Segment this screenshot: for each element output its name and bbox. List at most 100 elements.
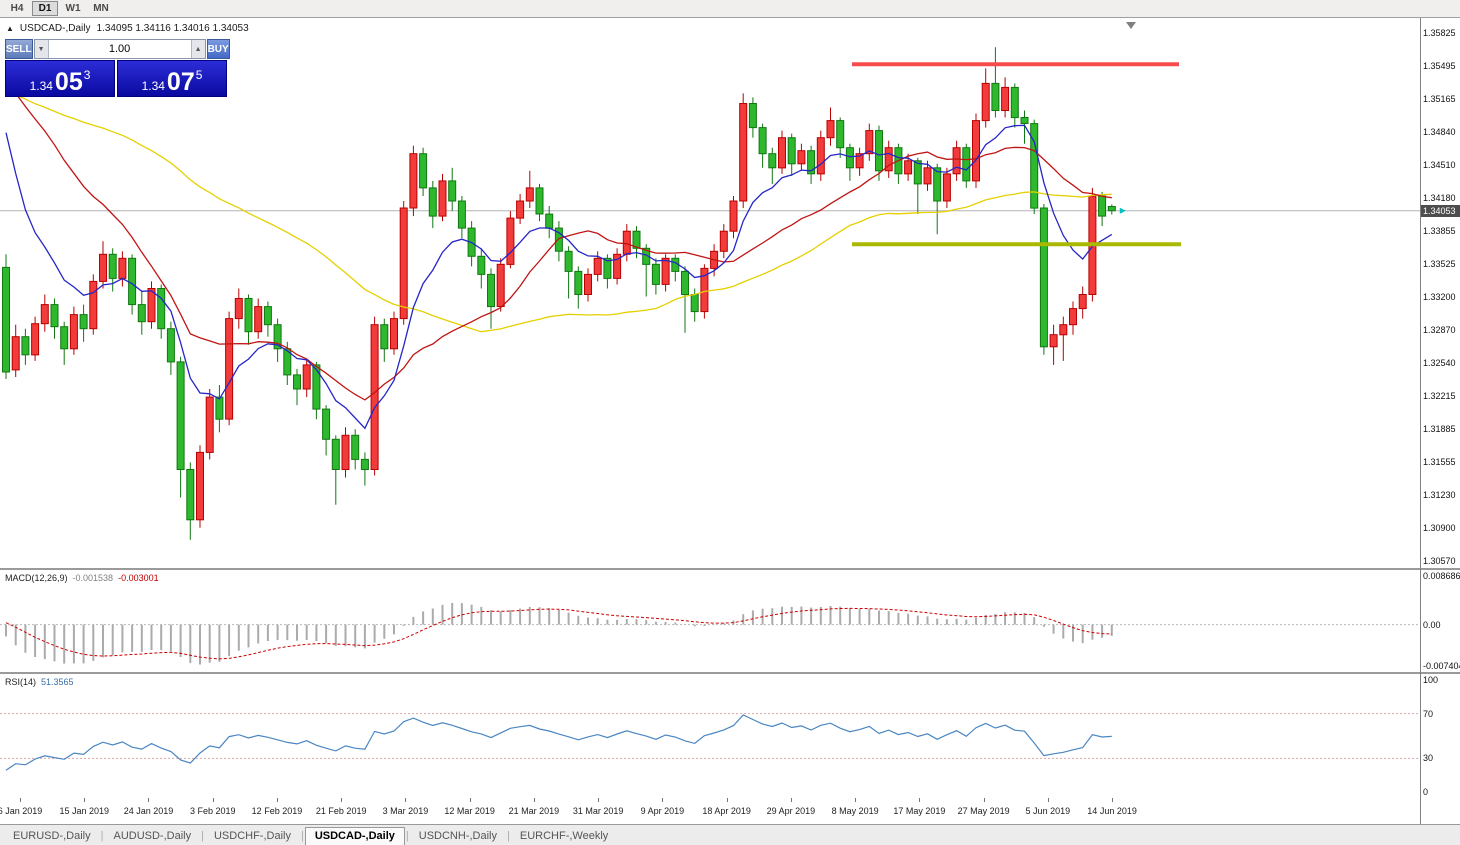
buy-price-prefix: 1.34 bbox=[141, 78, 165, 93]
rsi-chart[interactable] bbox=[0, 674, 1420, 798]
timeframe-button-d1[interactable]: D1 bbox=[32, 1, 58, 16]
volume-control[interactable]: ▼ ▲ bbox=[33, 39, 206, 59]
macd-label: MACD(12,26,9) -0.001538 -0.003001 bbox=[5, 573, 159, 583]
time-tick bbox=[919, 798, 921, 802]
time-axis-label: 21 Mar 2019 bbox=[508, 806, 560, 816]
chart-symbol-icon: ▲ bbox=[6, 24, 14, 33]
rsi-tick-label: 100 bbox=[1423, 675, 1439, 685]
time-axis-label: 15 Jan 2019 bbox=[59, 806, 110, 816]
time-axis-label: 14 Jun 2019 bbox=[1087, 806, 1137, 816]
tab-separator: | bbox=[507, 830, 510, 842]
time-axis-label: 5 Jun 2019 bbox=[1025, 806, 1071, 816]
last-price-arrow-icon bbox=[1119, 207, 1126, 214]
price-tick-label: 1.31885 bbox=[1423, 423, 1456, 434]
chart-tab-usdcnh-daily[interactable]: USDCNH-,Daily bbox=[418, 830, 497, 842]
rsi-panel[interactable]: RSI(14) 51.3565 bbox=[0, 674, 1420, 798]
time-tick bbox=[726, 798, 728, 802]
chart-ohlc-readout: 1.34095 1.34116 1.34016 1.34053 bbox=[96, 23, 249, 34]
price-tick-label: 1.35825 bbox=[1423, 27, 1456, 38]
time-axis-label: 6 Jan 2019 bbox=[0, 806, 43, 816]
chart-tab-usdcad-daily[interactable]: USDCAD-,Daily bbox=[304, 827, 405, 845]
time-tick bbox=[983, 798, 985, 802]
time-tick bbox=[662, 798, 664, 802]
chart-tab-eurchf-weekly[interactable]: EURCHF-,Weekly bbox=[519, 830, 609, 842]
time-axis-label: 12 Mar 2019 bbox=[444, 806, 495, 816]
price-tick-label: 1.33855 bbox=[1423, 225, 1456, 236]
price-tick-label: 1.34510 bbox=[1423, 159, 1456, 170]
time-axis[interactable]: 6 Jan 2019 15 Jan 2019 24 Jan 2019 3 Feb 20… bbox=[0, 798, 1420, 824]
price-tick-label: 1.35165 bbox=[1423, 93, 1456, 104]
price-tick-label: 1.31230 bbox=[1423, 489, 1456, 500]
chart-frame: ▲ USDCAD-,Daily 1.34095 1.34116 1.34016 … bbox=[0, 18, 1460, 824]
timeframe-button-mn[interactable]: MN bbox=[88, 1, 114, 16]
chart-tab-usdchf-daily[interactable]: USDCHF-,Daily bbox=[213, 830, 291, 842]
price-tick-label: 1.32215 bbox=[1423, 390, 1456, 401]
tab-separator: | bbox=[405, 830, 409, 842]
chart-shift-marker-icon[interactable] bbox=[1126, 22, 1136, 29]
time-axis-label: 27 May 2019 bbox=[957, 806, 1010, 816]
macd-scale[interactable]: 0.008686 0.00 -0.007404 bbox=[1421, 570, 1460, 672]
price-tick-label: 1.32540 bbox=[1423, 357, 1456, 368]
panel-separator[interactable] bbox=[0, 672, 1420, 674]
time-axis-label: 31 Mar 2019 bbox=[572, 806, 624, 816]
rsi-name: RSI(14) bbox=[5, 677, 37, 687]
tab-separator: | bbox=[300, 830, 304, 842]
time-axis-label: 12 Feb 2019 bbox=[251, 806, 303, 816]
main-chart-panel[interactable]: ▲ USDCAD-,Daily 1.34095 1.34116 1.34016 … bbox=[0, 18, 1420, 568]
rsi-tick-label: 0 bbox=[1423, 787, 1429, 797]
volume-input[interactable] bbox=[48, 40, 191, 58]
time-axis-label: 29 Apr 2019 bbox=[766, 806, 816, 816]
time-tick bbox=[341, 798, 343, 802]
price-tick-label: 1.33525 bbox=[1423, 258, 1456, 269]
time-tick bbox=[469, 798, 471, 802]
sell-price-pips: 05 bbox=[54, 67, 83, 96]
price-tick-label: 1.32870 bbox=[1423, 324, 1456, 335]
macd-svg[interactable] bbox=[0, 570, 1420, 672]
time-tick bbox=[598, 798, 600, 802]
price-tick-label: 1.34840 bbox=[1423, 126, 1456, 137]
sell-price-prefix: 1.34 bbox=[29, 78, 53, 93]
time-axis-label: 17 May 2019 bbox=[893, 806, 946, 816]
volume-down-icon[interactable]: ▼ bbox=[34, 40, 49, 58]
chart-tab-bar: EURUSD-,Daily | AUDUSD-,Daily | USDCHF-,Dail… bbox=[0, 824, 1460, 845]
sell-price-display[interactable]: 1.34 05 3 bbox=[5, 60, 115, 97]
buy-price-display[interactable]: 1.34 07 5 bbox=[117, 60, 227, 97]
rsi-tick-label: 30 bbox=[1423, 753, 1434, 764]
chart-tab-eurusd-daily[interactable]: EURUSD-,Daily bbox=[13, 830, 91, 842]
buy-price-point: 5 bbox=[195, 68, 203, 82]
scale-corner bbox=[1421, 798, 1460, 824]
rsi-scale[interactable]: 100 70 30 0 bbox=[1421, 674, 1460, 798]
buy-button[interactable]: BUY bbox=[206, 39, 230, 59]
candlestick-chart[interactable] bbox=[0, 18, 1420, 568]
volume-up-icon[interactable]: ▲ bbox=[190, 40, 205, 58]
macd-panel[interactable]: MACD(12,26,9) -0.001538 -0.003001 bbox=[0, 570, 1420, 672]
price-scale-column[interactable]: 1.35825 1.35495 1.35165 1.34840 1.34510 1.341… bbox=[1420, 18, 1460, 824]
panel-separator[interactable] bbox=[0, 568, 1420, 570]
time-tick bbox=[212, 798, 214, 802]
time-tick bbox=[1047, 798, 1049, 802]
rsi-tick-label: 70 bbox=[1423, 708, 1434, 719]
macd-value: -0.001538 bbox=[72, 573, 114, 583]
price-scale[interactable]: 1.35825 1.35495 1.35165 1.34840 1.34510 1.341… bbox=[1421, 18, 1460, 568]
time-tick bbox=[405, 798, 407, 802]
main-chart-svg[interactable] bbox=[0, 18, 1420, 568]
tab-separator: | bbox=[201, 830, 204, 842]
time-axis-label: 21 Feb 2019 bbox=[315, 806, 367, 816]
timeframe-button-h4[interactable]: H4 bbox=[4, 1, 30, 16]
chart-tab-audusd-daily[interactable]: AUDUSD-,Daily bbox=[113, 830, 192, 842]
macd-chart[interactable] bbox=[0, 570, 1420, 672]
sell-button[interactable]: SELL bbox=[5, 39, 33, 59]
rsi-label: RSI(14) 51.3565 bbox=[5, 677, 74, 687]
rsi-svg[interactable] bbox=[0, 674, 1420, 798]
chart-title: USDCAD-,Daily bbox=[19, 23, 91, 34]
price-tick-label: 1.35495 bbox=[1423, 60, 1456, 71]
time-tick bbox=[148, 798, 150, 802]
price-tick-label: 1.34180 bbox=[1423, 192, 1456, 203]
time-tick bbox=[533, 798, 535, 802]
time-axis-label: 24 Jan 2019 bbox=[123, 806, 174, 816]
current-price-tag: 1.34053 bbox=[1421, 204, 1460, 217]
timeframe-button-w1[interactable]: W1 bbox=[60, 1, 86, 16]
timeframe-toolbar: H4 D1 W1 MN bbox=[0, 0, 1460, 18]
